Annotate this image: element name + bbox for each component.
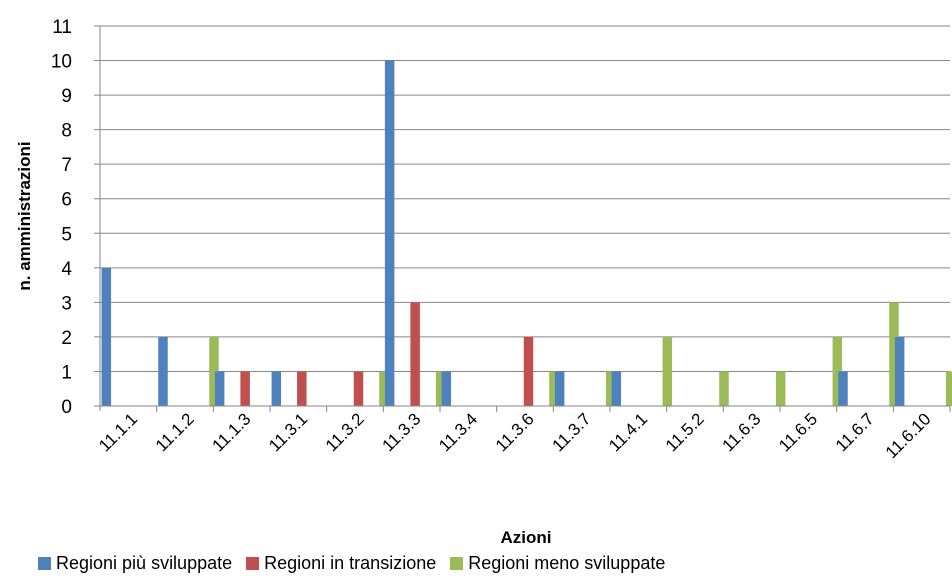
- x-tick-label: 11.6.5: [775, 409, 821, 455]
- y-tick-label: 9: [61, 86, 72, 107]
- x-tick-label: 11.1.1: [95, 409, 141, 455]
- bar-11.6.10-s2: [945, 371, 952, 406]
- y-tick-label: 8: [61, 121, 72, 142]
- bar-11.1.3-s0: [214, 371, 225, 406]
- y-tick-label: 10: [51, 52, 72, 73]
- bar-11.3.2-s2: [379, 371, 389, 406]
- legend: Regioni più sviluppate Regioni in transi…: [38, 551, 679, 575]
- bar-11.3.3-s2: [435, 371, 446, 406]
- x-tick-label: 11.6.10: [882, 409, 935, 462]
- bar-11.3.4-s0: [441, 371, 452, 406]
- bar-11.6.5-s2: [832, 336, 843, 406]
- x-tick-label: 11.1.2: [152, 409, 198, 455]
- y-axis-title: n. amministrazioni: [15, 141, 34, 290]
- y-tick-label: 7: [61, 155, 72, 176]
- x-tick-label: 11.3.7: [549, 409, 595, 455]
- y-tick-label: 1: [61, 362, 72, 383]
- bar-11.3.3-s1: [410, 302, 420, 406]
- legend-label: Regioni meno sviluppate: [468, 552, 666, 573]
- y-tick-labels: 0 1 2 3 4 5 6 7 8 9 10 11: [51, 17, 73, 418]
- legend-swatch: [450, 556, 464, 570]
- y-tick-label: 0: [61, 397, 72, 418]
- bar-11.6.3-s2: [775, 371, 786, 406]
- bar-11.1.1-s0: [101, 267, 112, 406]
- y-tick-label: 4: [61, 259, 72, 280]
- legend-item-regioni-piu-sviluppate: Regioni più sviluppate: [38, 553, 232, 574]
- x-tick-label: 11.3.4: [435, 409, 481, 455]
- x-tick-label: 11.4.1: [605, 409, 651, 455]
- x-tick-label: 11.3.2: [322, 409, 368, 455]
- bar-11.3.6-s1: [523, 336, 534, 406]
- bar-11.3.7-s0: [554, 371, 565, 406]
- bar-11.4.1-s2: [662, 336, 673, 406]
- bar-11.6.7-s2: [889, 302, 899, 406]
- x-tick-label: 11.5.2: [662, 409, 708, 455]
- bar-11.3.1-s1: [297, 371, 307, 406]
- legend-item-regioni-in-transizione: Regioni in transizione: [246, 553, 436, 574]
- bars: [101, 60, 952, 406]
- legend-swatch: [38, 556, 51, 570]
- legend-swatch: [246, 556, 260, 570]
- x-axis-title: Azioni: [501, 528, 552, 547]
- legend-label: Regioni in transizione: [264, 552, 437, 573]
- bar-11.4.1-s0: [611, 371, 622, 406]
- x-tick-label: 11.3.3: [379, 409, 425, 455]
- y-tick-label: 6: [61, 190, 72, 211]
- x-tick-label: 11.1.3: [209, 409, 255, 455]
- legend-item-regioni-meno-sviluppate: Regioni meno sviluppate: [450, 553, 665, 574]
- bar-11.6.10-s0: [894, 336, 905, 406]
- bar-11.5.2-s2: [719, 371, 729, 406]
- y-tick-label: 2: [61, 328, 72, 349]
- x-tick-label: 11.6.3: [719, 409, 765, 455]
- bar-11.3.6-s2: [549, 371, 559, 406]
- y-tick-label: 3: [61, 293, 72, 314]
- x-tick-label: 11.6.7: [832, 409, 878, 455]
- y-tick-label: 11: [52, 17, 72, 38]
- x-tick-label: 11.3.1: [265, 409, 311, 455]
- y-tick-label: 5: [61, 224, 72, 245]
- bar-11.3.3-s0: [384, 60, 395, 406]
- bar-11.3.2-s1: [353, 371, 364, 406]
- axes: [94, 25, 951, 412]
- bar-11.3.1-s0: [271, 371, 282, 406]
- gridlines: [100, 25, 950, 372]
- bar-11.3.7-s2: [605, 371, 616, 406]
- x-tick-label: 11.3.6: [492, 409, 538, 455]
- bar-11.1.2-s0: [158, 336, 168, 406]
- bar-11.1.2-s2: [209, 336, 219, 406]
- bar-11.1.3-s1: [240, 371, 250, 406]
- x-tick-labels: 11.1.1 11.1.2 11.1.3 11.3.1 11.3.2 11.3.3 11.3…: [95, 409, 934, 462]
- legend-label: Regioni più sviluppate: [56, 552, 233, 573]
- bar-11.6.7-s0: [838, 371, 848, 406]
